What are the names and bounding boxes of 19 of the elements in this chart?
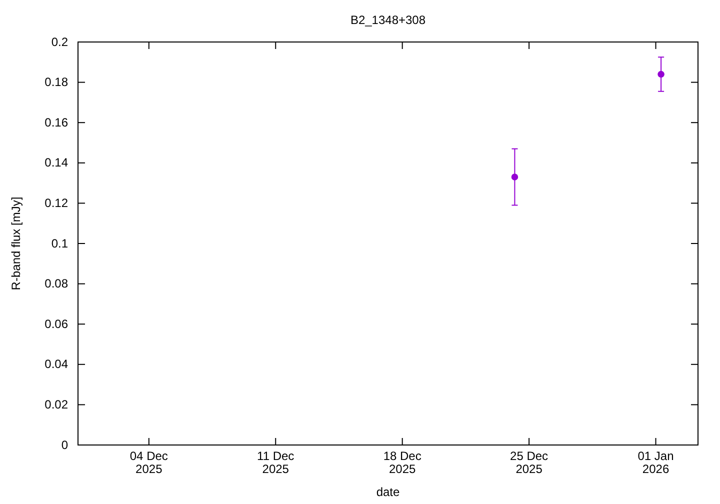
y-tick-label: 0.14 [44,156,68,170]
y-tick-label: 0.04 [44,357,68,372]
x-axis-title: date [376,485,400,499]
y-tick-label: 0.06 [44,316,68,331]
y-tick-label: 0.12 [44,196,68,210]
x-tick-label: 18 Dec 2025 [383,448,422,476]
y-tick-label: 0.2 [51,34,68,49]
y-tick-label: 0.16 [44,115,68,130]
x-tick-label: 11 Dec 2025 [257,448,294,476]
y-tick-label: 0.08 [44,276,68,291]
y-tick-label: 0.02 [44,398,68,412]
chart-title: B2_1348+308 [350,13,426,27]
x-tick-label: 25 Dec 2025 [510,448,548,476]
y-tick-label: 0 [61,438,68,452]
x-tick-label: 01 Jan 2026 [638,448,674,476]
x-tick-label: 04 Dec 2025 [130,448,168,476]
y-axis-title: R-band flux [mJy] [9,196,23,290]
y-tick-label: 0.18 [44,75,68,90]
y-tick-label: 0.1 [51,236,68,250]
